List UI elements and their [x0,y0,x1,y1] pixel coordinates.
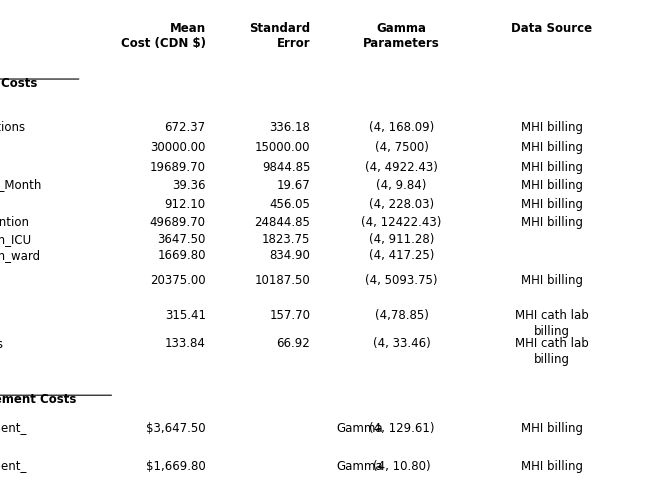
Text: 39.36: 39.36 [172,179,206,192]
Text: 1669.80: 1669.80 [157,249,206,262]
Text: MHI billing: MHI billing [521,460,582,473]
Text: Gamma
Parameters: Gamma Parameters [363,22,440,50]
Text: MHI billing: MHI billing [521,422,582,435]
Text: MHI billing: MHI billing [521,161,582,173]
Text: c_visits: c_visits [0,337,4,350]
Text: $1,669.80: $1,669.80 [146,460,206,473]
Text: llowup_Month: llowup_Month [0,179,42,192]
Text: (4, 9.84): (4, 9.84) [376,179,427,192]
Text: mission_ward: mission_ward [0,249,41,262]
Text: cedure: cedure [0,161,1,173]
Text: 3647.50: 3647.50 [157,233,206,246]
Text: MHI billing: MHI billing [521,274,582,287]
Text: MHI billing: MHI billing [521,141,582,154]
Text: (4, 129.61): (4, 129.61) [369,422,434,435]
Text: (4, 228.03): (4, 228.03) [369,198,434,210]
Text: MHI cath lab: MHI cath lab [515,337,588,350]
Text: 20375.00: 20375.00 [150,274,206,287]
Text: 834.90: 834.90 [269,249,310,262]
Text: _year1: _year1 [0,198,1,210]
Text: MHI billing: MHI billing [521,198,582,210]
Text: 912.10: 912.10 [165,198,206,210]
Text: 336.18: 336.18 [269,121,310,134]
Text: 15000.00: 15000.00 [255,141,310,154]
Text: (4, 417.25): (4, 417.25) [369,249,434,262]
Text: (4, 7500): (4, 7500) [375,141,428,154]
Text: ohort Costs: ohort Costs [0,77,37,89]
Text: (4, 168.09): (4, 168.09) [369,121,434,134]
Text: 315.41: 315.41 [165,309,206,322]
Text: 19689.70: 19689.70 [150,161,206,173]
Text: ntervention: ntervention [0,216,30,229]
Text: (4, 911.28): (4, 911.28) [369,233,434,246]
Text: MHI cath lab: MHI cath lab [515,309,588,322]
Text: (4, 4922.43): (4, 4922.43) [365,161,438,173]
Text: 30000.00: 30000.00 [150,141,206,154]
Text: Standard
Error: Standard Error [249,22,310,50]
Text: billing: billing [534,353,570,366]
Text: (4, 10.80): (4, 10.80) [373,460,430,473]
Text: 133.84: 133.84 [165,337,206,350]
Text: MHI billing: MHI billing [521,179,582,192]
Text: 157.70: 157.70 [269,309,310,322]
Text: nagement_: nagement_ [0,422,27,435]
Text: mission_ICU: mission_ICU [0,233,32,246]
Text: Data Source: Data Source [511,22,592,35]
Text: Gamma: Gamma [336,460,383,473]
Text: (4, 12422.43): (4, 12422.43) [361,216,442,229]
Text: 66.92: 66.92 [276,337,310,350]
Text: $3,647.50: $3,647.50 [146,422,206,435]
Text: 672.37: 672.37 [165,121,206,134]
Text: MHI billing: MHI billing [521,121,582,134]
Text: 456.05: 456.05 [269,198,310,210]
Text: 10187.50: 10187.50 [255,274,310,287]
Text: MHI billing: MHI billing [521,216,582,229]
Text: Gamma: Gamma [336,422,383,435]
Text: 19.67: 19.67 [276,179,310,192]
Text: (4, 33.46): (4, 33.46) [373,337,430,350]
Text: Mean
Cost (CDN $): Mean Cost (CDN $) [121,22,206,50]
Text: 49689.70: 49689.70 [150,216,206,229]
Text: billing: billing [534,325,570,338]
Text: 24844.85: 24844.85 [254,216,310,229]
Text: nagement_: nagement_ [0,460,27,473]
Text: anagement Costs: anagement Costs [0,393,76,406]
Text: estigations: estigations [0,121,26,134]
Text: (4,78.85): (4,78.85) [375,309,428,322]
Text: 9844.85: 9844.85 [262,161,310,173]
Text: (4, 5093.75): (4, 5093.75) [365,274,438,287]
Text: 1823.75: 1823.75 [262,233,310,246]
